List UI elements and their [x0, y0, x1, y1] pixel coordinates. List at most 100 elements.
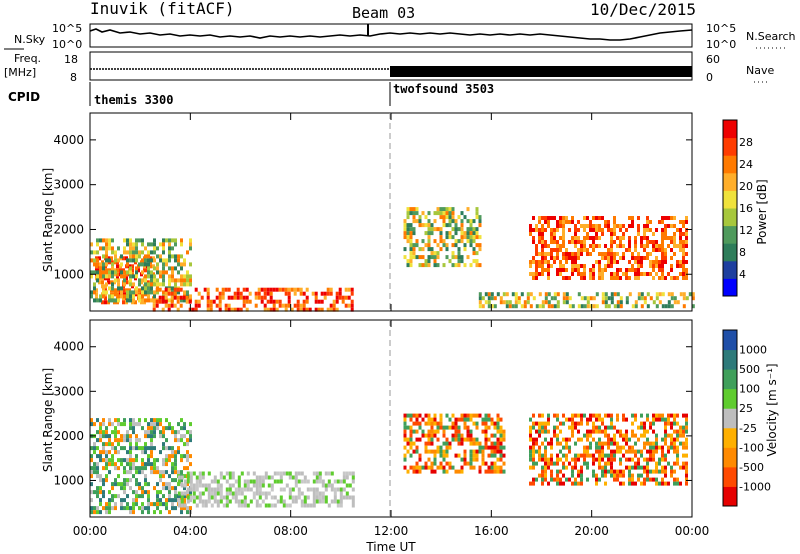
range-cell: [526, 296, 530, 301]
range-cell: [664, 437, 667, 442]
range-cell: [433, 429, 437, 434]
range-cell: [165, 262, 168, 267]
range-cell: [189, 262, 192, 267]
range-cell: [216, 479, 220, 484]
range-cell: [658, 457, 661, 462]
range-cell: [469, 223, 473, 228]
range-cell: [427, 437, 431, 442]
range-cell: [430, 251, 434, 256]
range-cell: [433, 449, 437, 454]
range-cell: [637, 224, 640, 228]
range-cell: [451, 433, 455, 438]
range-cell: [664, 469, 667, 474]
range-cell: [679, 220, 682, 224]
range-cell: [147, 270, 150, 275]
range-cell: [580, 417, 583, 422]
range-cell: [324, 483, 328, 488]
range-cell: [454, 227, 458, 232]
range-cell: [174, 430, 177, 435]
range-cell: [168, 490, 171, 495]
range-cell: [135, 502, 138, 507]
range-cell: [475, 449, 479, 454]
range-cell: [192, 495, 196, 500]
range-cell: [640, 292, 644, 297]
range-cell: [613, 252, 616, 256]
range-cell: [324, 499, 328, 504]
range-cell: [595, 292, 599, 297]
range-cell: [126, 294, 129, 299]
range-cell: [409, 429, 413, 434]
range-cell: [168, 278, 171, 283]
range-cell: [161, 307, 165, 312]
range-cell: [565, 268, 568, 272]
x-tick-label: 12:00: [374, 524, 409, 538]
range-cell: [174, 434, 177, 439]
range-cell: [96, 486, 99, 491]
range-cell: [120, 458, 123, 463]
range-cell: [535, 260, 538, 264]
range-cell: [646, 228, 649, 232]
range-cell: [144, 446, 147, 451]
range-cell: [679, 232, 682, 236]
range-cell: [685, 441, 688, 446]
range-cell: [350, 287, 354, 292]
range-cell: [553, 296, 557, 301]
range-cell: [532, 240, 535, 244]
range-cell: [108, 274, 111, 279]
range-cell: [556, 453, 559, 458]
range-cell: [345, 491, 349, 496]
range-cell: [574, 240, 577, 244]
range-cell: [682, 272, 685, 276]
range-cell: [595, 417, 598, 422]
range-cell: [613, 473, 616, 478]
range-cell: [625, 449, 628, 454]
range-cell: [135, 254, 138, 259]
cpid-program-2: twofsound 3503: [393, 82, 494, 96]
range-cell: [529, 433, 532, 438]
range-cell: [562, 292, 566, 297]
colorbar-tick-label: 28: [739, 136, 753, 149]
range-cell: [159, 430, 162, 435]
range-cell: [541, 224, 544, 228]
range-cell: [448, 445, 452, 450]
range-cell: [538, 473, 541, 478]
range-cell: [237, 479, 241, 484]
range-cell: [421, 223, 425, 228]
range-cell: [309, 503, 313, 508]
range-cell: [601, 268, 604, 272]
range-cell: [484, 433, 488, 438]
range-cell: [152, 272, 155, 277]
range-cell: [574, 244, 577, 248]
range-cell: [162, 238, 165, 243]
range-cell: [619, 236, 622, 240]
range-cell: [101, 280, 104, 285]
range-cell: [433, 421, 437, 426]
range-cell: [634, 461, 637, 466]
range-cell: [535, 449, 538, 454]
range-cell: [469, 441, 473, 446]
range-cell: [439, 417, 443, 422]
range-cell: [571, 268, 574, 272]
range-cell: [267, 475, 271, 480]
range-cell: [661, 264, 664, 268]
range-cell: [162, 494, 165, 499]
range-cell: [180, 434, 183, 439]
range-cell: [126, 438, 129, 443]
range-cell: [427, 243, 431, 248]
range-cell: [532, 260, 535, 264]
range-cell: [108, 506, 111, 511]
range-cell: [487, 445, 491, 450]
range-cell: [240, 487, 244, 492]
range-cell: [655, 296, 659, 301]
range-cell: [664, 473, 667, 478]
range-cell: [631, 445, 634, 450]
range-cell: [454, 421, 458, 426]
range-cell: [676, 445, 679, 450]
range-cell: [297, 471, 301, 476]
range-cell: [132, 290, 135, 295]
range-cell: [234, 479, 238, 484]
range-cell: [114, 478, 117, 483]
range-cell: [475, 231, 479, 236]
range-cell: [135, 490, 138, 495]
range-cell: [141, 486, 144, 491]
